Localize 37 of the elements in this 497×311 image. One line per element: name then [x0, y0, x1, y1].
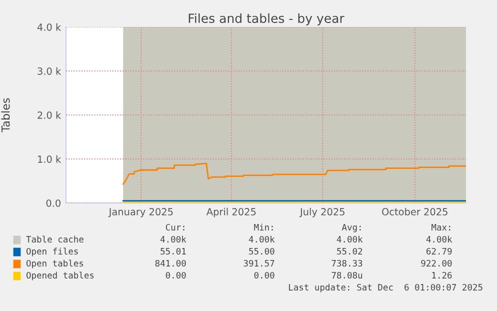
text: 0.00	[254, 272, 274, 279]
text: 1.26	[432, 272, 452, 279]
text: Max:	[432, 224, 450, 231]
text: 78.08u	[332, 272, 362, 279]
line-series	[122, 162, 466, 185]
text: 922.00	[421, 260, 452, 267]
text: 55.02	[337, 248, 362, 255]
text: 4.00k	[336, 236, 363, 243]
y-tick-label: 4.0 k	[37, 23, 62, 31]
text: Avg:	[342, 224, 361, 232]
x-tick-label: April 2025	[206, 208, 256, 218]
y-tick-label: 3.0 k	[38, 67, 62, 75]
text: 4.00k	[426, 236, 452, 243]
legend-label: Table cache	[26, 236, 84, 243]
text: 62.79	[426, 248, 452, 255]
x-tick-label: January 2025	[108, 208, 173, 218]
y-tick-label: 0.0	[46, 199, 60, 207]
y-tick-label: 2.0 k	[38, 111, 62, 119]
text: 391.57	[244, 260, 274, 267]
text: Cur:	[166, 224, 184, 231]
text: 0.00	[166, 272, 186, 279]
x-tick-label: July 2025	[299, 208, 344, 218]
text: 55.01	[160, 248, 186, 255]
chart-title: Files and tables - by year	[188, 13, 344, 26]
text: 4.00k	[160, 236, 186, 243]
text: Min:	[254, 224, 273, 230]
text: 738.33	[332, 260, 362, 267]
text: 4.00k	[248, 236, 275, 243]
text: Last update: Sat Dec 6 01:00:07 2025	[289, 284, 482, 292]
x-tick-label: October 2025	[382, 208, 448, 216]
legend-label: Opened tables	[26, 272, 94, 280]
text: 841.00	[155, 260, 186, 267]
legend-label: Open files	[26, 248, 78, 256]
legend-label: Open tables	[26, 260, 84, 268]
text: 55.00	[249, 248, 274, 255]
y-axis-title: Tables	[1, 98, 10, 132]
y-tick-label: 1.0 k	[38, 155, 62, 163]
